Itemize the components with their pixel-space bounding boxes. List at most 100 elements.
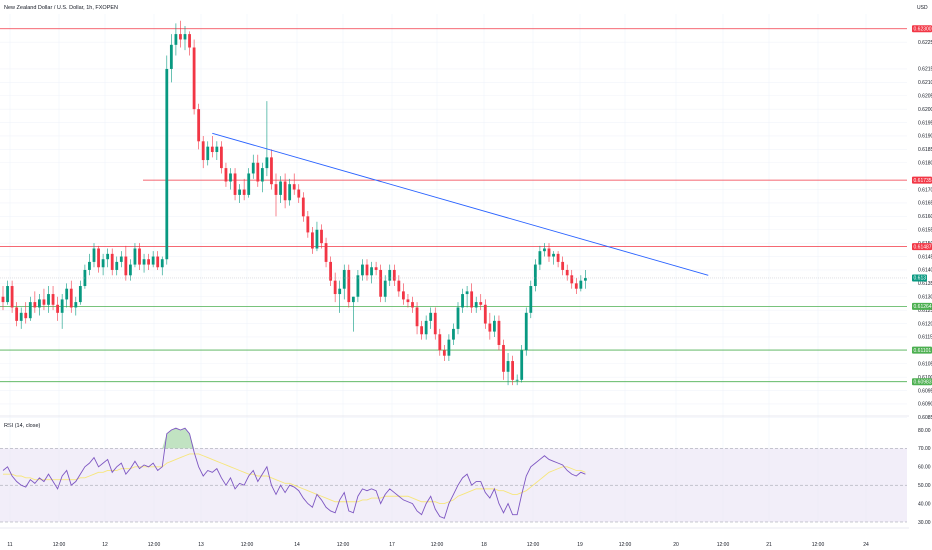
candle-body [115, 261, 119, 270]
candle [301, 192, 305, 222]
candle-body [242, 189, 246, 195]
price-tick-label: 0.62050 [918, 94, 932, 100]
candle [465, 286, 469, 308]
price-tick-label: 0.61350 [918, 281, 932, 287]
candle-body [351, 296, 355, 303]
candle-body [438, 334, 442, 351]
candle-body [174, 34, 178, 45]
time-tick-label: 13 [198, 542, 204, 548]
candle [78, 280, 82, 305]
candle [533, 259, 537, 292]
price-tick-label: 0.60850 [918, 415, 932, 421]
time-tick-label: 12:00 [717, 542, 730, 548]
candle [420, 320, 423, 340]
candle [69, 280, 73, 313]
level-price-tag-label: 0.61264 [914, 304, 932, 310]
candle [497, 315, 501, 351]
candle [402, 283, 405, 305]
time-tick-label: 12:00 [53, 542, 66, 548]
candle [210, 135, 214, 158]
candle-body [6, 286, 9, 303]
candle-body [329, 261, 332, 281]
rsi-panel [0, 427, 907, 523]
trendline[interactable] [212, 132, 709, 276]
candle [147, 253, 150, 270]
candle [315, 221, 319, 252]
price-tick-label: 0.60950 [918, 388, 932, 394]
rsi-axis: 80.00 70.00 60.00 50.00 40.00 30.00 [918, 428, 931, 526]
candle [433, 307, 437, 340]
candle-body [547, 248, 551, 257]
candle [97, 245, 100, 273]
time-tick-label: 12:00 [527, 542, 540, 548]
time-tick-label: 24 [863, 542, 869, 548]
candle [479, 294, 483, 311]
candle-body [238, 189, 241, 195]
candle [110, 248, 114, 276]
candle-body [288, 184, 292, 201]
candle-body [429, 312, 433, 321]
candle-body [160, 259, 164, 268]
candle [333, 272, 337, 303]
candle [74, 296, 78, 316]
candle [415, 302, 419, 335]
time-tick-label: 21 [766, 542, 772, 548]
price-tick-label: 0.62250 [918, 40, 932, 46]
candle [570, 269, 574, 289]
candle-body [279, 181, 282, 195]
candle [424, 315, 428, 340]
candle-body [392, 269, 396, 281]
candle-body [215, 146, 219, 153]
candle-body [1, 296, 5, 303]
candle-body [524, 312, 528, 351]
candle-body [447, 339, 451, 356]
candle [361, 259, 364, 281]
time-tick-label: 12 [102, 542, 108, 548]
price-axis[interactable]: 0.62300 0.62250 0.62150 0.62100 0.62050 0.620… [0, 25, 932, 421]
candle-body [247, 173, 251, 195]
candle [474, 296, 478, 313]
candle-body [265, 157, 269, 169]
candle [379, 264, 383, 303]
level-price-tag-label: 0.61735 [914, 178, 932, 184]
candle-body [442, 350, 446, 356]
current-price-tag [912, 274, 927, 282]
time-tick-label: 12:00 [431, 542, 444, 548]
rsi-tick-label: 40.00 [918, 501, 931, 507]
rsi-title: RSI (14, close) [4, 423, 41, 429]
time-axis[interactable]: 11 12:00 12 12:00 13 12:00 14 12:00 17 12:00 18 12:… [7, 542, 869, 548]
candle-body [433, 312, 437, 335]
candle-body [584, 277, 587, 281]
candle-body [365, 264, 369, 276]
candle-body [552, 253, 555, 257]
candle [488, 312, 492, 340]
level-price-tag-label: 0.60983 [914, 379, 932, 385]
candle [524, 307, 528, 356]
candle [56, 296, 59, 321]
candle-body [15, 307, 19, 321]
candle [247, 168, 251, 198]
candle-body [415, 307, 419, 327]
candle [65, 283, 69, 308]
candle-body [197, 109, 201, 142]
level-price-tag [912, 302, 932, 310]
candle [165, 55, 169, 265]
rsi-tick-label: 70.00 [918, 446, 931, 452]
candle-body [311, 232, 314, 249]
level-price-tag-label: 0.61487 [914, 244, 932, 250]
candle [438, 328, 442, 356]
price-tick-label: 0.62150 [918, 67, 932, 73]
candle-body [538, 251, 542, 265]
candle [179, 20, 182, 48]
candle-body [19, 312, 23, 321]
candle-body [497, 320, 501, 345]
candle [256, 154, 260, 187]
candle [88, 253, 91, 276]
candle [502, 339, 505, 380]
candle-body [320, 229, 323, 244]
level-price-tag [912, 243, 932, 251]
candle-body [565, 269, 569, 276]
candle-body [402, 291, 405, 300]
time-tick-label: 20 [673, 542, 679, 548]
candle [311, 227, 314, 254]
